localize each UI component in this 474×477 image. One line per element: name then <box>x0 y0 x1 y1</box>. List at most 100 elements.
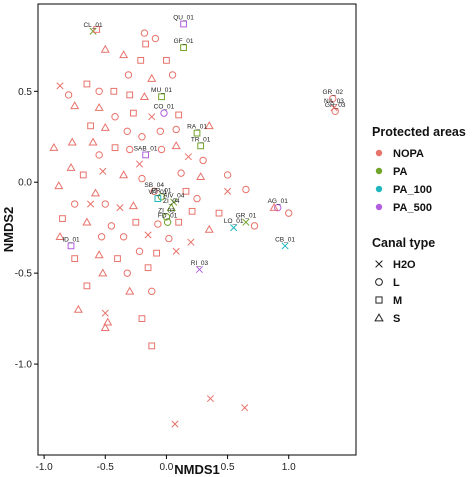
data-point <box>171 420 179 428</box>
data-point <box>90 188 101 197</box>
data-point <box>148 342 156 350</box>
point-label: FD_01 <box>158 213 178 220</box>
data-point <box>285 209 293 217</box>
point-gf-01 <box>180 44 187 52</box>
x-axis-title: NMDS1 <box>174 462 220 477</box>
data-point <box>223 171 232 179</box>
data-point <box>142 40 150 48</box>
svg-text:H2O: H2O <box>393 259 416 271</box>
x-tick-label: 1.0 <box>282 462 296 473</box>
data-point <box>101 200 109 208</box>
data-point <box>135 247 144 256</box>
point-label: TR_01 <box>191 136 211 143</box>
svg-text:PA_500: PA_500 <box>393 202 432 214</box>
point-label: SAB_01 <box>134 145 158 152</box>
data-point <box>138 133 146 141</box>
legend: Protected areas NOPA PA PA_100 PA_500 Canal t… <box>372 125 466 325</box>
data-point <box>224 187 232 195</box>
data-point <box>110 87 118 95</box>
data-point <box>139 92 149 101</box>
data-point <box>100 323 110 331</box>
legend-item-h2o: H2O <box>375 259 416 271</box>
data-point <box>56 82 64 90</box>
point-label: RI_03 <box>191 260 209 267</box>
point-label: AG_01 <box>268 198 289 205</box>
data-point <box>67 137 77 146</box>
y-tick-label: -1.0 <box>15 360 33 371</box>
svg-text:L: L <box>393 277 400 289</box>
point-id-01 <box>67 242 75 250</box>
point-label: QU_01 <box>173 15 194 22</box>
data-point <box>144 231 152 239</box>
point-label: GR_03 <box>325 102 346 109</box>
data-point <box>124 71 133 79</box>
data-point <box>204 121 214 130</box>
data-point <box>111 144 119 152</box>
point-label: VA_01 <box>148 189 167 196</box>
point-co-01 <box>160 109 168 117</box>
data-point <box>148 287 156 296</box>
plot-frame <box>37 3 357 456</box>
points-layer <box>49 20 339 428</box>
data-point <box>168 71 177 79</box>
svg-text:PA: PA <box>393 166 408 178</box>
data-point <box>100 44 110 53</box>
data-point <box>123 269 131 277</box>
x-tick-label: -0.5 <box>97 462 115 473</box>
data-point <box>138 315 146 322</box>
data-point <box>101 309 109 317</box>
data-point <box>93 26 101 33</box>
point-label: MU_01 <box>151 87 172 94</box>
x-tick-label: 0.5 <box>221 462 235 473</box>
point-label: PR_01 <box>152 187 172 194</box>
data-point <box>73 304 83 313</box>
data-point <box>126 91 134 99</box>
data-point <box>54 181 64 190</box>
data-point <box>172 125 180 134</box>
data-point <box>135 160 144 168</box>
plot-area <box>37 3 357 456</box>
point-sab-01 <box>142 151 150 159</box>
point-label: CB_01 <box>275 236 295 243</box>
y-tick-label: -0.5 <box>15 269 33 280</box>
point-labels-layer: CL_01 QU_01 GF_01 MU_01 CO_01 RA_01 TR_01 SAB_0… <box>62 15 346 268</box>
point-label: CO_01 <box>154 104 175 111</box>
data-point <box>107 222 116 230</box>
data-point <box>171 141 181 150</box>
data-point <box>147 73 157 82</box>
legend-item-s: S <box>374 313 400 325</box>
legend-item-pa: PA <box>375 166 408 178</box>
data-point <box>70 101 80 110</box>
y-tick-label: 0.5 <box>18 87 32 98</box>
data-point <box>123 127 131 135</box>
data-point <box>151 34 160 43</box>
point-label: CL_01 <box>83 22 103 29</box>
data-point <box>130 109 137 117</box>
data-point <box>126 145 134 154</box>
legend-item-l: L <box>375 277 400 289</box>
data-point <box>153 249 161 257</box>
legend-item-nopa: NOPA <box>375 148 424 160</box>
point-label: RA_01 <box>187 124 207 131</box>
point-label: NA_03 <box>324 98 344 105</box>
data-point <box>83 282 91 290</box>
data-point <box>95 87 103 95</box>
data-point <box>82 217 92 226</box>
point-zi-04 <box>166 202 176 211</box>
data-point <box>250 222 259 230</box>
data-point <box>137 56 145 64</box>
data-point <box>172 247 180 255</box>
point-gr-02 <box>329 94 337 103</box>
point-cl-01 <box>89 27 97 35</box>
data-point <box>154 220 162 228</box>
data-point <box>182 187 190 195</box>
legend-item-pa-100: PA_100 <box>375 184 432 196</box>
point-label: GF_01 <box>174 38 194 45</box>
point-ri-03 <box>195 265 203 274</box>
data-point <box>269 202 279 211</box>
data-point <box>215 209 223 217</box>
point-fd-01 <box>163 218 172 226</box>
data-point <box>94 102 104 111</box>
data-point <box>119 233 128 241</box>
